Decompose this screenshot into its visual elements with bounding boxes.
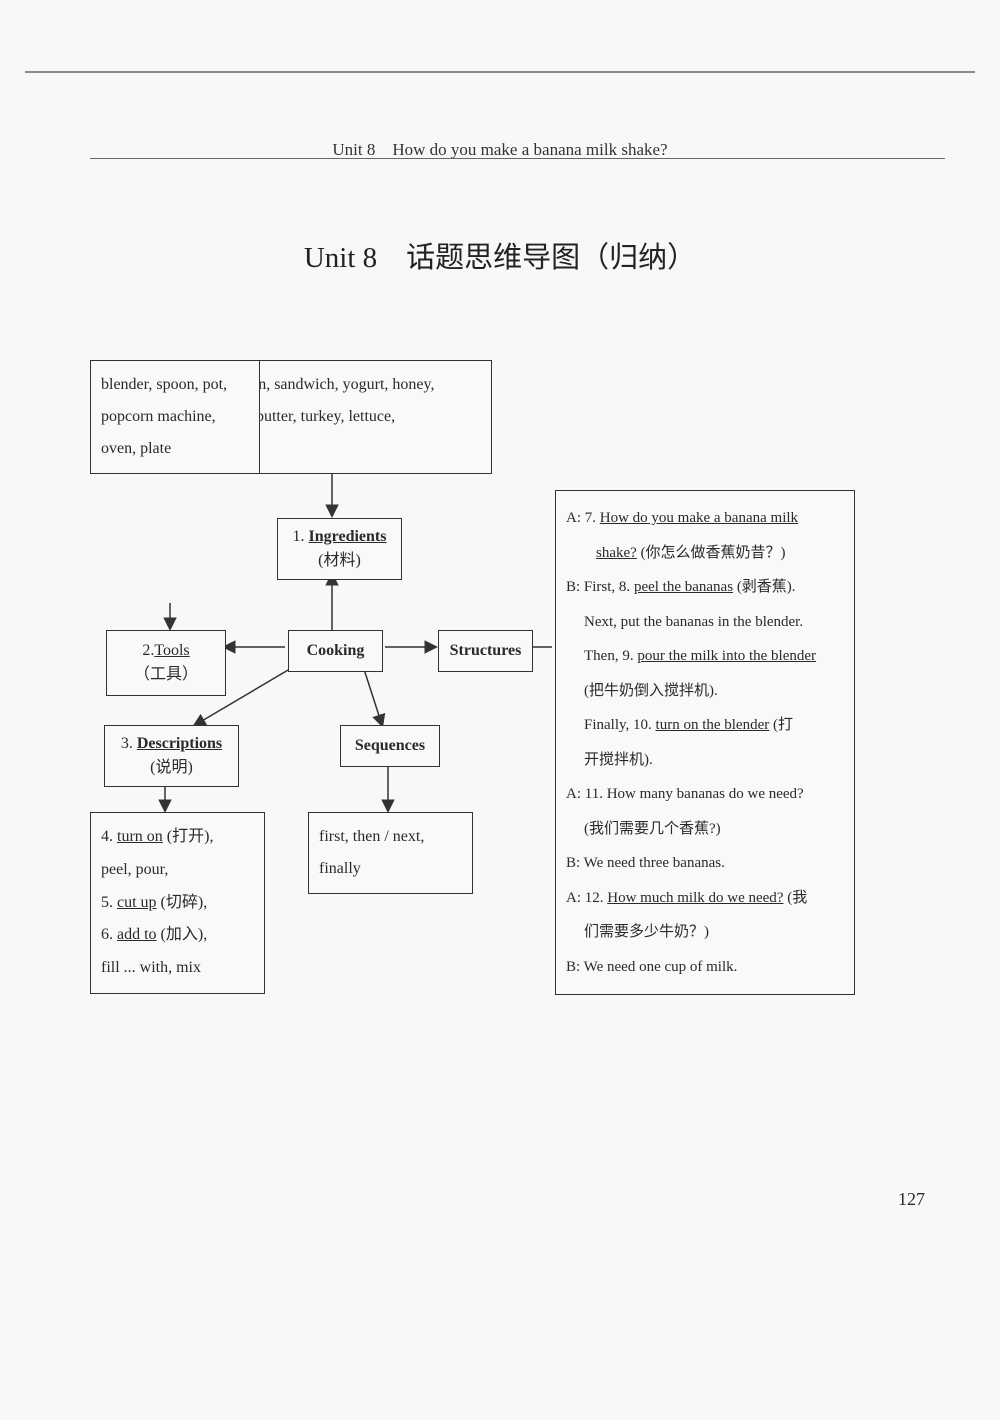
text-line: A: 12. How much milk do we need? (我	[566, 881, 844, 916]
text-line: oven, plate	[101, 433, 249, 465]
text: (你怎么做香蕉奶昔？)	[637, 545, 786, 561]
text-line: A: 7. How do you make a banana milk	[566, 501, 844, 536]
node-sub: (材料)	[318, 552, 361, 569]
answer-text: add to	[117, 926, 157, 943]
text: (剥香蕉).	[733, 579, 796, 595]
node-num: 1.	[293, 528, 305, 545]
text-line: popcorn machine,	[101, 401, 249, 433]
text: B: First, 8.	[566, 579, 634, 595]
page-number: 127	[898, 1189, 925, 1210]
node-cooking: Cooking	[288, 630, 383, 672]
answer-text: How much milk do we need?	[607, 890, 783, 906]
text-line: fill ... with, mix	[101, 952, 254, 985]
sequences-list: first, then / next, finally	[308, 812, 473, 894]
text: (打	[769, 717, 793, 733]
text-line: Finally, 10. turn on the blender (打	[566, 708, 844, 743]
text-line: (我们需要几个香蕉?)	[566, 812, 844, 847]
node-num: 2.	[142, 642, 154, 659]
text: Finally, 10.	[584, 717, 656, 733]
text-line: 开搅拌机).	[566, 743, 844, 778]
node-sub: (说明)	[150, 759, 193, 776]
node-descriptions: 3. Descriptions (说明)	[104, 725, 239, 787]
text-line: 5. cut up (切碎),	[101, 887, 254, 920]
answer-text: How do you make a banana milk	[600, 510, 798, 526]
text-line: Next, put the bananas in the blender.	[566, 605, 844, 640]
node-label: Tools	[154, 642, 189, 659]
top-rule	[25, 71, 975, 73]
answer-text: shake?	[596, 545, 637, 561]
text-line: peel, pour,	[101, 854, 254, 887]
answer-text: cut up	[117, 894, 157, 911]
text-line: finally	[319, 853, 462, 885]
text-line: 4. turn on (打开),	[101, 821, 254, 854]
text-line: first, then / next,	[319, 821, 462, 853]
text-line: A: 11. How many bananas do we need?	[566, 777, 844, 812]
text-line: 们需要多少牛奶？)	[566, 915, 844, 950]
text: A: 7.	[566, 510, 600, 526]
node-label: Ingredients	[309, 528, 387, 545]
node-sequences: Sequences	[340, 725, 440, 767]
node-structures: Structures	[438, 630, 533, 672]
text-line: shake? (你怎么做香蕉奶昔？)	[566, 536, 844, 571]
node-ingredients: 1. Ingredients (材料)	[277, 518, 402, 580]
node-tools: 2.Tools （工具）	[106, 630, 226, 696]
answer-text: peel the bananas	[634, 579, 733, 595]
text-line: (把牛奶倒入搅拌机).	[566, 674, 844, 709]
text: (切碎),	[157, 894, 208, 911]
main-title: Unit 8 话题思维导图（归纳）	[0, 234, 1000, 276]
answer-text: pour the milk into the blender	[637, 648, 816, 664]
answer-text: turn on	[117, 828, 163, 845]
text: (加入),	[157, 926, 208, 943]
text: 6.	[101, 926, 117, 943]
text: (打开),	[163, 828, 214, 845]
text: Then, 9.	[584, 648, 637, 664]
header-underline	[90, 158, 945, 159]
text: A: 12.	[566, 890, 607, 906]
text: (我	[783, 890, 807, 906]
node-num: 3.	[121, 735, 133, 752]
page-header: Unit 8 How do you make a banana milk sha…	[0, 135, 1000, 160]
descriptions-list: 4. turn on (打开), peel, pour, 5. cut up (…	[90, 812, 265, 994]
text: 4.	[101, 828, 117, 845]
node-sub: （工具）	[134, 666, 198, 683]
tools-word-list: blender, spoon, pot, popcorn machine, ov…	[90, 360, 260, 474]
structures-dialogue: A: 7. How do you make a banana milk shak…	[555, 490, 855, 995]
text-line: blender, spoon, pot,	[101, 369, 249, 401]
answer-text: turn on the blender	[656, 717, 770, 733]
text-line: B: First, 8. peel the bananas (剥香蕉).	[566, 570, 844, 605]
text-line: B: We need one cup of milk.	[566, 950, 844, 985]
text-line: 6. add to (加入),	[101, 919, 254, 952]
mind-map-diagram: milk shake, popcorn, sandwich, yogurt, h…	[90, 360, 920, 1010]
text-line: B: We need three bananas.	[566, 846, 844, 881]
text-line: Then, 9. pour the milk into the blender	[566, 639, 844, 674]
node-label: Descriptions	[137, 735, 222, 752]
text: 5.	[101, 894, 117, 911]
